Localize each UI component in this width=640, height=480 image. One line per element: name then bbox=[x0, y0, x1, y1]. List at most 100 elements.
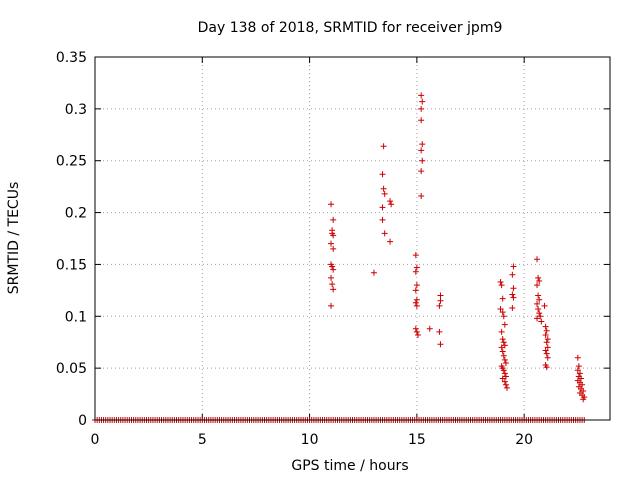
data-point bbox=[413, 302, 420, 309]
data-points bbox=[92, 92, 588, 423]
data-point bbox=[498, 328, 505, 335]
x-tick-label: 20 bbox=[515, 432, 533, 448]
axes: 0 0.05 0.1 0.15 0.2 0.25 0.3 0.35 0 5 10 15 20 bbox=[56, 50, 610, 448]
data-point bbox=[574, 367, 581, 374]
data-point bbox=[534, 256, 541, 263]
data-point bbox=[535, 306, 542, 313]
data-point bbox=[330, 232, 337, 239]
data-point bbox=[500, 367, 507, 374]
data-point bbox=[370, 269, 377, 276]
data-point bbox=[536, 296, 543, 303]
data-point bbox=[381, 190, 388, 197]
data-point bbox=[502, 381, 509, 388]
data-point bbox=[580, 387, 587, 394]
data-point bbox=[535, 292, 542, 299]
y-tick-label: 0 bbox=[78, 413, 87, 429]
data-point bbox=[544, 336, 551, 343]
data-point bbox=[500, 339, 507, 346]
data-point bbox=[412, 268, 419, 275]
data-point bbox=[502, 373, 509, 380]
data-point bbox=[501, 378, 508, 385]
data-point bbox=[578, 375, 585, 382]
data-point bbox=[543, 339, 550, 346]
data-point bbox=[537, 313, 544, 320]
data-point bbox=[502, 359, 509, 366]
data-point bbox=[379, 216, 386, 223]
data-point bbox=[498, 344, 505, 351]
data-point bbox=[413, 264, 420, 271]
data-point bbox=[437, 341, 444, 348]
data-point bbox=[509, 271, 516, 278]
data-point bbox=[575, 363, 582, 370]
data-point bbox=[436, 328, 443, 335]
data-point bbox=[509, 304, 516, 311]
y-tick-label: 0.1 bbox=[65, 309, 87, 325]
y-tick-label: 0.25 bbox=[56, 154, 87, 170]
data-point bbox=[437, 297, 444, 304]
data-point bbox=[500, 352, 507, 359]
data-point bbox=[542, 323, 549, 330]
data-point bbox=[419, 157, 426, 164]
data-point bbox=[504, 384, 510, 391]
data-point bbox=[535, 274, 542, 281]
data-point bbox=[414, 331, 421, 338]
data-point bbox=[543, 327, 550, 334]
data-point bbox=[426, 325, 433, 332]
y-tick-label: 0.05 bbox=[56, 361, 87, 377]
data-point bbox=[534, 315, 541, 322]
data-point bbox=[387, 238, 394, 245]
data-point bbox=[330, 216, 337, 223]
data-point bbox=[437, 292, 444, 299]
data-point bbox=[418, 147, 425, 154]
data-point bbox=[509, 291, 516, 298]
data-point bbox=[499, 375, 506, 382]
data-point bbox=[501, 370, 508, 377]
x-tick-label: 10 bbox=[301, 432, 319, 448]
data-point bbox=[543, 350, 550, 357]
data-point bbox=[499, 336, 506, 343]
x-tick-label: 0 bbox=[91, 432, 100, 448]
data-point bbox=[330, 245, 337, 252]
data-point bbox=[538, 318, 545, 325]
data-point bbox=[412, 287, 419, 294]
data-point bbox=[510, 285, 517, 292]
data-point bbox=[380, 143, 387, 150]
data-point bbox=[330, 286, 337, 293]
data-point bbox=[499, 295, 506, 302]
data-point bbox=[501, 356, 508, 363]
data-point bbox=[534, 300, 541, 307]
data-point bbox=[418, 105, 425, 112]
data-point bbox=[580, 396, 587, 403]
data-point bbox=[498, 282, 505, 289]
x-tick-label: 15 bbox=[408, 432, 426, 448]
data-point bbox=[541, 302, 548, 309]
data-point bbox=[412, 252, 419, 259]
x-tick-label: 5 bbox=[198, 432, 207, 448]
data-point bbox=[381, 230, 388, 237]
data-point bbox=[536, 310, 543, 317]
data-point bbox=[436, 302, 443, 309]
data-point bbox=[542, 331, 549, 338]
x-axis-label: GPS time / hours bbox=[291, 458, 408, 474]
data-point bbox=[579, 381, 586, 388]
data-point bbox=[412, 299, 419, 306]
data-point bbox=[574, 354, 581, 361]
grid bbox=[95, 57, 610, 420]
data-point bbox=[419, 141, 426, 148]
plot-frame bbox=[94, 56, 611, 421]
data-point bbox=[328, 240, 335, 247]
data-point bbox=[576, 370, 583, 377]
data-point bbox=[328, 274, 335, 281]
data-point bbox=[329, 263, 336, 270]
data-point bbox=[542, 347, 549, 354]
data-point bbox=[536, 278, 543, 285]
y-tick-label: 0.35 bbox=[56, 50, 87, 66]
data-point bbox=[380, 185, 387, 192]
data-point bbox=[413, 296, 420, 303]
data-point bbox=[501, 321, 508, 328]
data-point bbox=[329, 281, 336, 288]
data-point bbox=[534, 282, 541, 289]
y-tick-label: 0.3 bbox=[65, 102, 87, 118]
data-point bbox=[544, 344, 551, 351]
